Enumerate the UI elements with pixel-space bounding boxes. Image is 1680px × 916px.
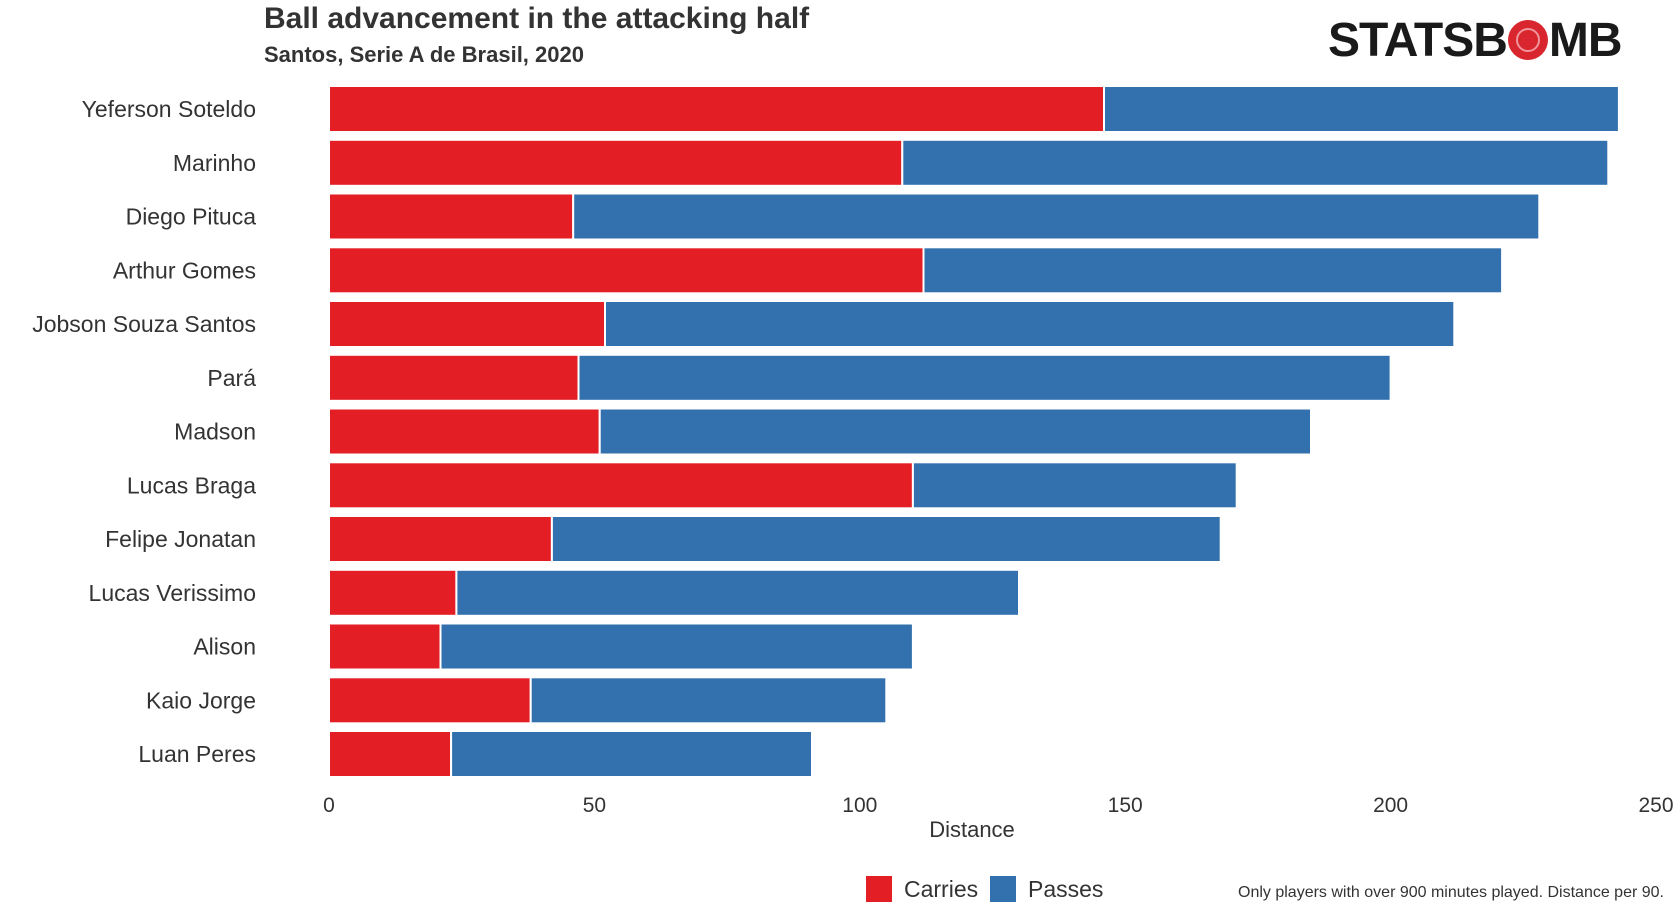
x-tick-labels: 0 50 100 150 200 250 xyxy=(323,794,1673,817)
bars-group xyxy=(328,85,1620,778)
bar-passes xyxy=(550,515,1222,563)
bar-passes xyxy=(911,461,1238,510)
bar-carries xyxy=(328,461,914,510)
bar-passes xyxy=(598,407,1312,456)
bar-carries xyxy=(328,138,904,187)
bar-carries xyxy=(328,622,442,671)
bar-carries xyxy=(328,85,1105,133)
bar-passes xyxy=(572,192,1541,241)
bar-carries xyxy=(328,568,458,617)
x-tick-label: 0 xyxy=(323,794,335,817)
y-tick-label: Diego Pituca xyxy=(126,204,257,230)
x-axis-label: Distance xyxy=(929,817,1015,842)
legend-swatch-passes xyxy=(990,876,1016,902)
bar-carries xyxy=(328,353,580,402)
x-tick-label: 200 xyxy=(1373,794,1408,817)
bar-passes xyxy=(455,568,1020,617)
legend-label-passes: Passes xyxy=(1028,876,1103,902)
logo-text-left: STATSB xyxy=(1328,13,1508,67)
statsbomb-logo: STATSB MB xyxy=(1328,12,1623,68)
legend: Carries Passes xyxy=(866,876,1103,902)
y-tick-labels: Yeferson Soteldo Marinho Diego Pituca Arthu… xyxy=(32,96,256,767)
y-tick-label: Felipe Jonatan xyxy=(105,526,256,552)
y-tick-label: Alison xyxy=(193,634,256,660)
bar-passes xyxy=(604,300,1456,348)
y-tick-label: Marinho xyxy=(173,150,256,176)
bar-passes xyxy=(922,246,1504,295)
y-tick-label: Madson xyxy=(174,419,256,445)
bar-carries xyxy=(328,300,606,348)
bar-passes xyxy=(1103,85,1620,133)
legend-swatch-carries xyxy=(866,876,892,902)
x-tick-label: 100 xyxy=(842,794,877,817)
bar-passes xyxy=(529,676,888,725)
chart-title: Ball advancement in the attacking half xyxy=(264,2,810,35)
chart-subtitle: Santos, Serie A de Brasil, 2020 xyxy=(264,42,584,67)
bar-passes xyxy=(901,138,1610,187)
y-tick-label: Lucas Verissimo xyxy=(89,580,256,606)
logo-ball-icon xyxy=(1507,20,1548,60)
x-tick-label: 150 xyxy=(1108,794,1143,817)
bar-carries xyxy=(328,192,575,241)
y-tick-label: Pará xyxy=(207,365,256,391)
bar-carries xyxy=(328,730,453,778)
bar-carries xyxy=(328,515,553,563)
y-tick-label: Jobson Souza Santos xyxy=(32,311,256,337)
y-tick-label: Kaio Jorge xyxy=(146,687,256,713)
footnote: Only players with over 900 minutes playe… xyxy=(1238,884,1664,901)
bar-carries xyxy=(328,676,532,725)
bar-passes xyxy=(577,353,1392,402)
logo-text-right: MB xyxy=(1548,13,1623,67)
y-tick-label: Yeferson Soteldo xyxy=(82,96,256,122)
x-tick-label: 250 xyxy=(1638,794,1673,817)
bar-carries xyxy=(328,407,601,456)
y-tick-label: Arthur Gomes xyxy=(113,257,256,283)
bar-passes xyxy=(439,622,914,671)
bar-passes xyxy=(450,730,813,778)
legend-label-carries: Carries xyxy=(904,876,978,902)
y-tick-label: Lucas Braga xyxy=(127,472,256,498)
bar-carries xyxy=(328,246,925,295)
y-tick-label: Luan Peres xyxy=(138,741,256,767)
x-tick-label: 50 xyxy=(583,794,606,817)
